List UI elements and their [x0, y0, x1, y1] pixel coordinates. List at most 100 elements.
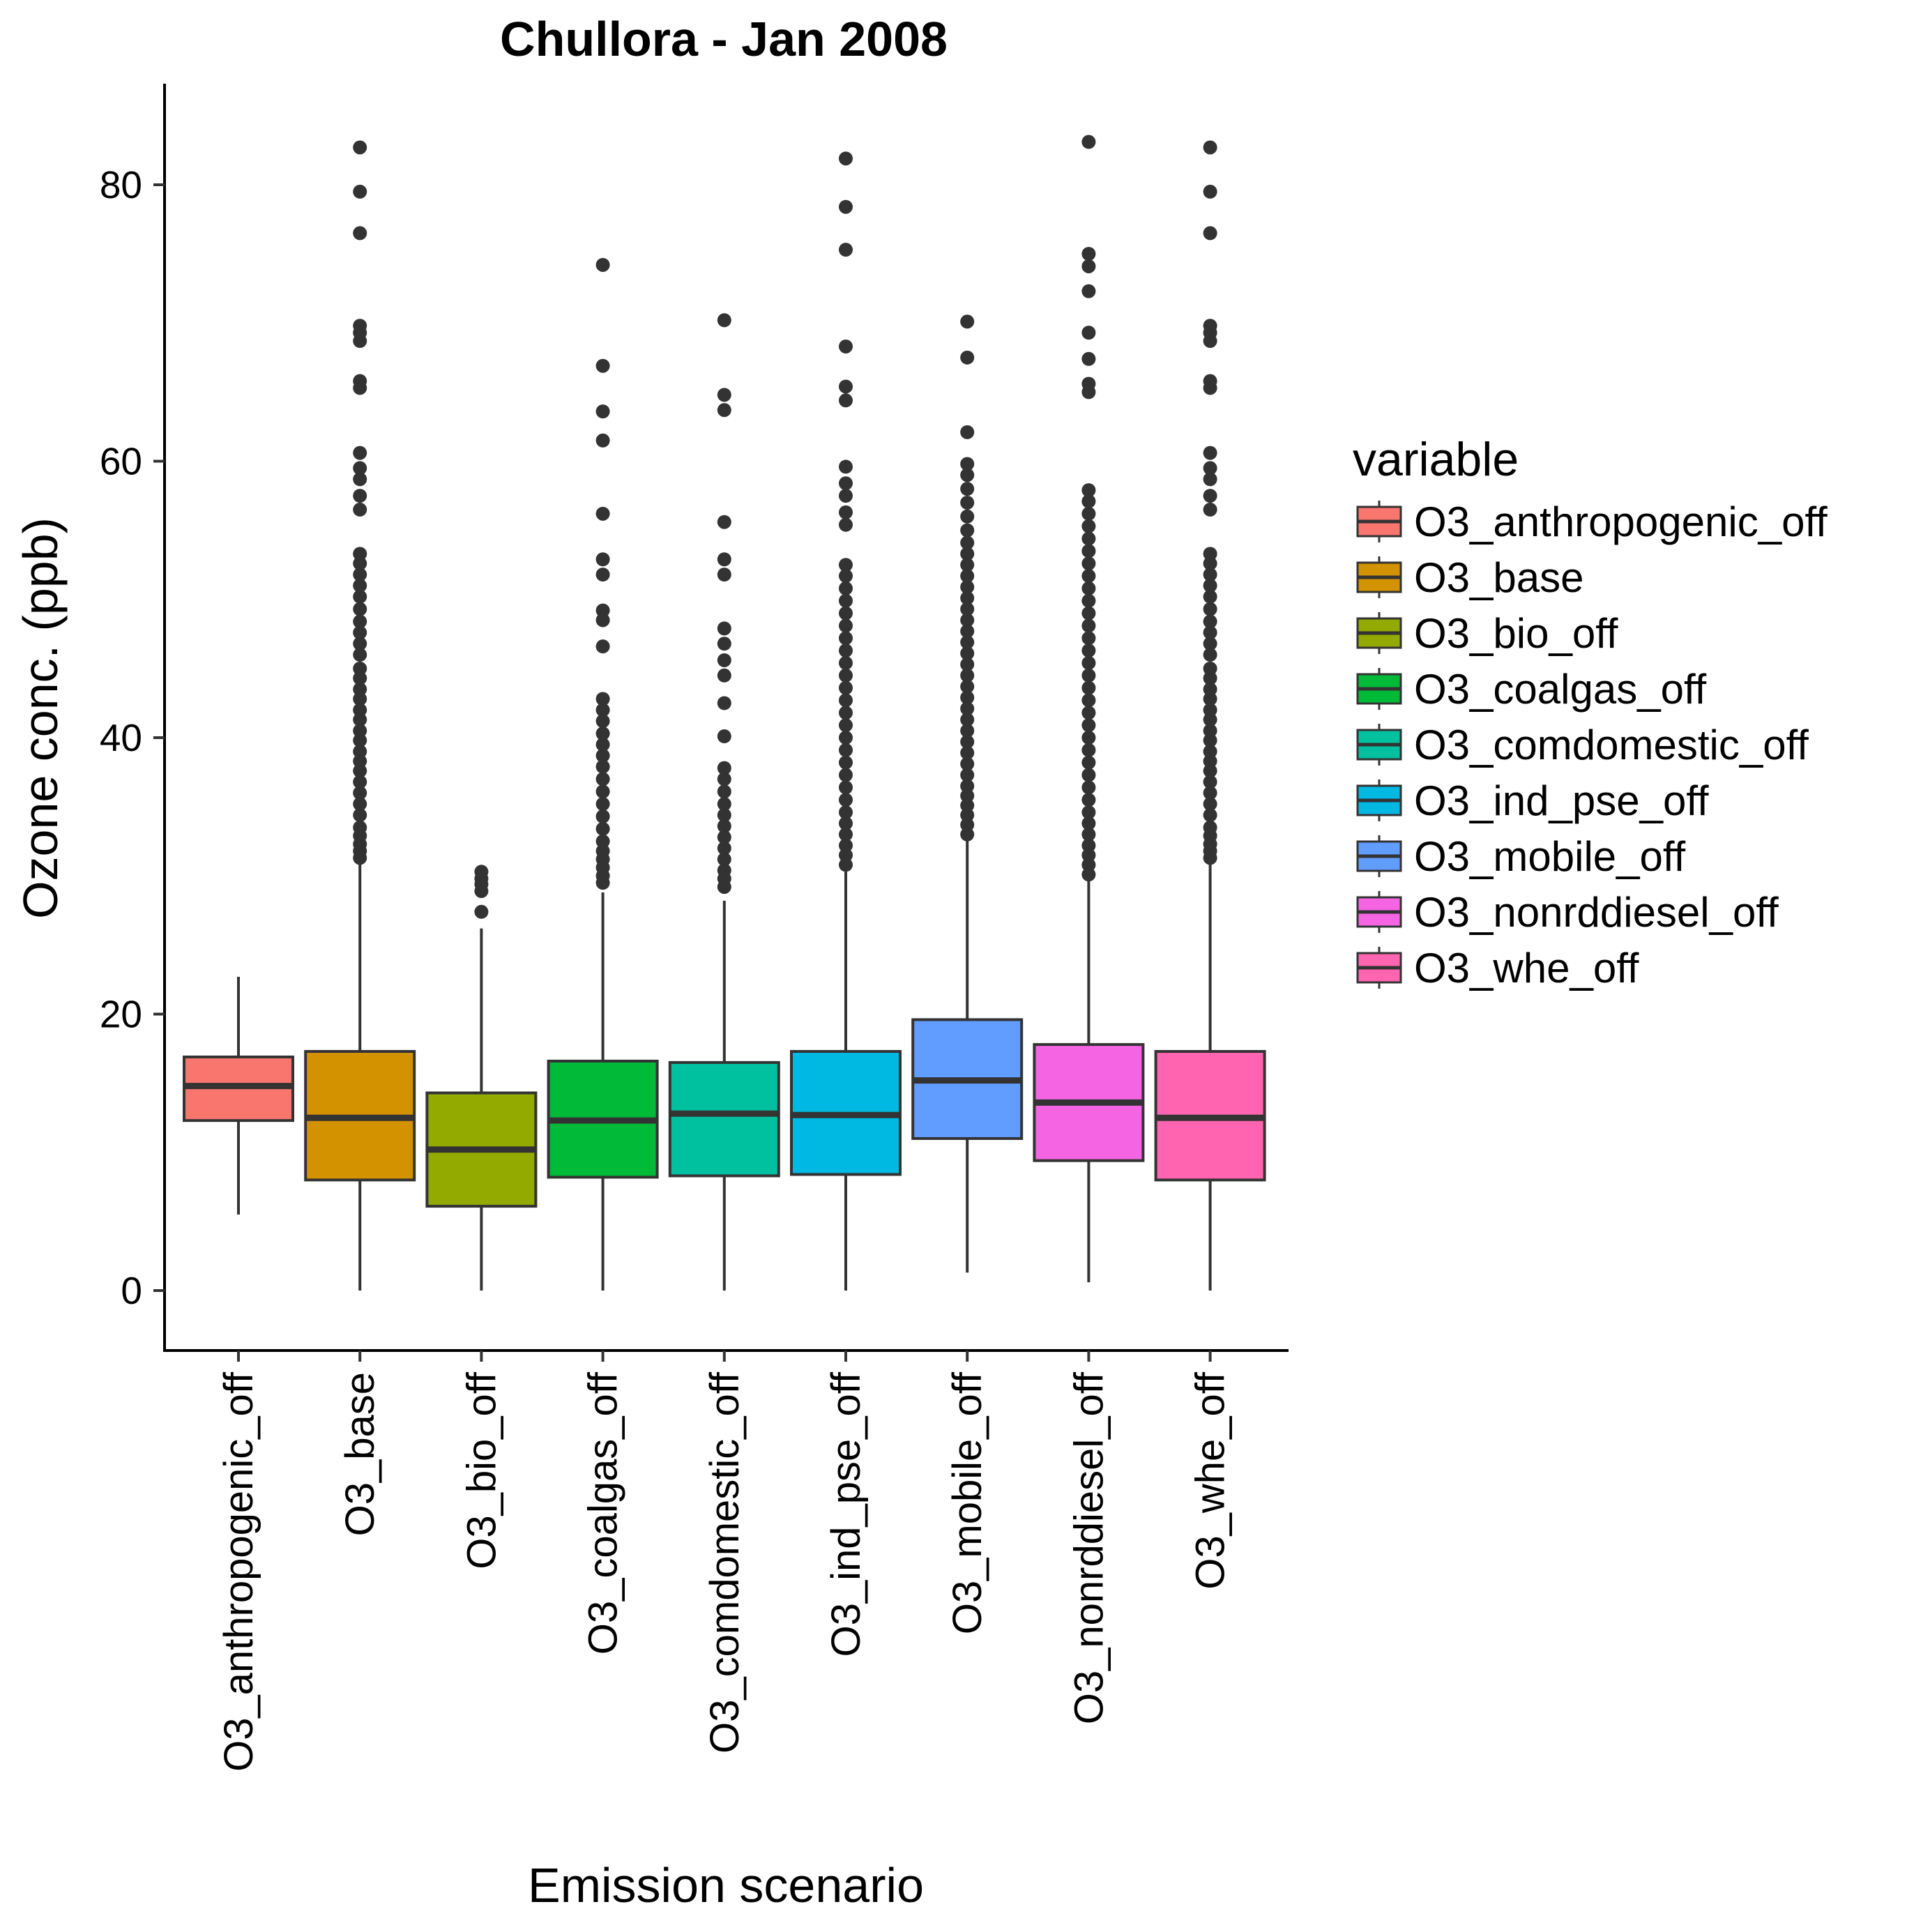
outlier-point	[353, 682, 367, 697]
outlier-point	[717, 653, 731, 667]
outlier-point	[353, 713, 367, 727]
outlier-point	[1081, 680, 1096, 695]
outlier-point	[717, 772, 731, 786]
legend-item-O3_coalgas_off: O3_coalgas_off	[1356, 666, 1707, 713]
outlier-point	[595, 759, 610, 774]
chart-title: Chullora - Jan 2008	[500, 12, 948, 66]
outlier-point	[1203, 820, 1217, 835]
outlier-point	[717, 621, 731, 636]
outlier-point	[960, 468, 975, 482]
outlier-point	[839, 459, 853, 474]
outlier-point	[1203, 724, 1217, 738]
outlier-point	[1081, 668, 1096, 683]
legend-item-O3_nonrddiesel_off: O3_nonrddiesel_off	[1356, 889, 1779, 936]
outlier-point	[1081, 326, 1096, 340]
outlier-point	[595, 748, 610, 763]
outlier-point	[595, 703, 610, 717]
outlier-point	[839, 581, 853, 595]
outlier-point	[960, 756, 975, 771]
x-tick-label: O3_anthropogenic_off	[216, 1371, 261, 1772]
outlier-point	[595, 358, 610, 373]
box-O3_comdomestic_off	[668, 900, 780, 1291]
legend-item-O3_ind_pse_off: O3_ind_pse_off	[1356, 777, 1709, 824]
outlier-point	[1081, 531, 1096, 546]
outlier-point	[1203, 733, 1217, 747]
outlier-point	[839, 755, 853, 770]
outlier-point	[839, 768, 853, 782]
y-tick-label: 40	[100, 716, 142, 759]
outlier-point	[717, 863, 731, 878]
legend-item-O3_bio_off: O3_bio_off	[1356, 610, 1618, 657]
outlier-point	[960, 690, 975, 705]
legend-item-O3_comdomestic_off: O3_comdomestic_off	[1356, 722, 1809, 768]
outlier-point	[960, 745, 975, 760]
outlier-point	[1203, 763, 1217, 778]
y-tick-label: 20	[100, 993, 142, 1036]
outlier-point	[717, 637, 731, 651]
outlier-point	[353, 763, 367, 778]
outlier-point	[595, 692, 610, 706]
outlier-point	[839, 827, 853, 842]
outlier-point	[353, 374, 367, 388]
outlier-point	[1203, 692, 1217, 706]
box-O3_bio_off	[425, 928, 538, 1291]
outlier-point	[717, 696, 731, 710]
outlier-point	[839, 838, 853, 853]
outlier-point	[839, 706, 853, 720]
outlier-point	[1203, 472, 1217, 487]
outlier-point	[839, 393, 853, 408]
outlier-point	[1203, 568, 1217, 582]
outlier-point	[353, 556, 367, 571]
outlier-point	[1081, 483, 1096, 498]
outlier-point	[960, 798, 975, 813]
outlier-point	[960, 624, 975, 639]
outlier-point	[960, 569, 975, 584]
outlier-point	[474, 904, 489, 919]
outlier-point	[839, 805, 853, 820]
outlier-point	[960, 657, 975, 671]
outlier-point	[353, 502, 367, 517]
outlier-point	[717, 388, 731, 402]
outlier-point	[1081, 631, 1096, 646]
outlier-point	[839, 199, 853, 214]
outlier-point	[717, 797, 731, 812]
outlier-point	[839, 593, 853, 608]
outlier-point	[1081, 556, 1096, 571]
outlier-point	[1081, 793, 1096, 807]
outlier-point	[1203, 754, 1217, 768]
outlier-point	[595, 433, 610, 448]
outlier-point	[960, 817, 975, 832]
box-O3_anthropogenic_off	[183, 976, 294, 1215]
legend-item-O3_anthropogenic_off: O3_anthropogenic_off	[1356, 499, 1828, 545]
outlier-point	[839, 618, 853, 633]
outlier-point	[1203, 661, 1217, 676]
outlier-point	[353, 319, 367, 333]
outlier-point	[1081, 376, 1096, 391]
outlier-point	[960, 579, 975, 594]
outlier-point	[717, 841, 731, 855]
outlier-point	[595, 844, 610, 858]
outlier-point	[353, 661, 367, 676]
legend-label: O3_nonrddiesel_off	[1414, 889, 1779, 936]
outlier-layer	[353, 135, 1217, 919]
outlier-point	[595, 613, 610, 627]
outlier-point	[717, 668, 731, 683]
outlier-point	[353, 648, 367, 662]
outlier-point	[960, 314, 975, 329]
outlier-point	[595, 784, 610, 799]
outlier-point	[595, 603, 610, 618]
outlier-point	[717, 568, 731, 582]
y-tick-label: 0	[121, 1269, 142, 1312]
outlier-point	[353, 797, 367, 812]
outlier-point	[595, 821, 610, 836]
outlier-point	[353, 578, 367, 593]
box-O3_ind_pse_off	[790, 872, 902, 1291]
outlier-point	[717, 784, 731, 799]
outlier-point	[353, 625, 367, 640]
outlier-point	[353, 754, 367, 768]
outlier-point	[717, 819, 731, 833]
outlier-point	[1081, 805, 1096, 820]
outlier-point	[960, 713, 975, 727]
x-tick-label: O3_mobile_off	[945, 1371, 990, 1634]
